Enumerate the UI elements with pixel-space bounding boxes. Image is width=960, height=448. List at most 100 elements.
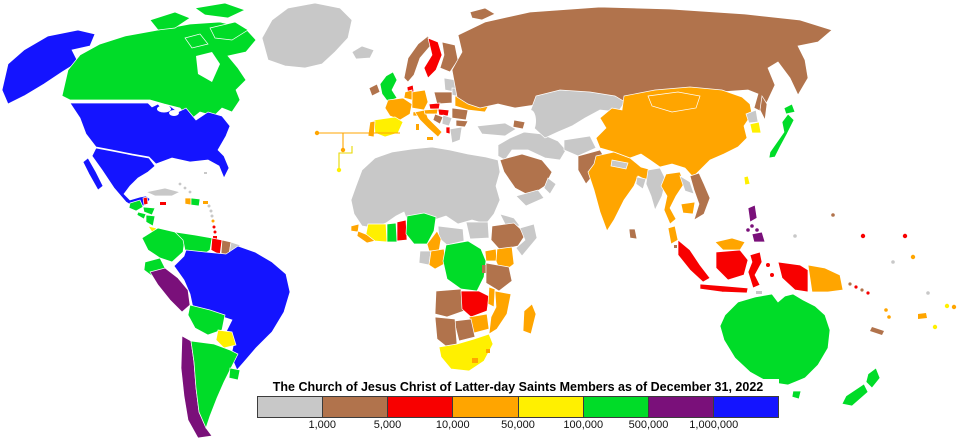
country-bangladesh <box>635 176 647 190</box>
country-uganda <box>484 248 498 262</box>
country-papua-new-guinea <box>807 264 844 293</box>
country-tonga <box>932 324 938 330</box>
country-rwanda-burundi <box>482 265 487 273</box>
country-colombia <box>141 227 186 263</box>
country-new-zealand <box>841 367 881 407</box>
bahamas-islands <box>178 182 192 194</box>
country-el-salvador <box>136 211 147 220</box>
country-namibia <box>434 316 458 348</box>
legend-label-10000: 10,000 <box>435 419 470 431</box>
country-myanmar <box>645 167 667 211</box>
country-jamaica <box>160 202 166 205</box>
country-trinidad-tobago <box>213 236 217 239</box>
atlantic-island-callouts <box>314 130 400 173</box>
country-guam <box>831 213 835 217</box>
country-new-caledonia <box>870 327 884 335</box>
country-france <box>384 97 413 121</box>
country-bolivia <box>187 304 226 336</box>
country-singapore <box>674 245 677 248</box>
country-belize <box>142 196 149 206</box>
country-greenland <box>261 2 353 69</box>
country-eswatini <box>486 349 490 353</box>
country-fiji <box>918 313 927 319</box>
country-laos <box>679 175 695 195</box>
country-lesotho <box>472 358 478 363</box>
country-palau <box>793 234 797 238</box>
country-sweden <box>423 37 443 79</box>
region-central-asia <box>529 89 626 139</box>
country-tasmania <box>791 390 802 400</box>
country-dominican-republic <box>190 197 201 207</box>
country-nigeria <box>405 212 437 245</box>
country-greece <box>449 126 463 144</box>
country-alaska <box>1 29 96 105</box>
country-china <box>595 86 753 178</box>
country-ireland <box>368 83 381 97</box>
country-svalbard <box>469 7 496 21</box>
country-czechia <box>428 102 441 110</box>
legend-swatch-50000 <box>518 397 584 417</box>
legend-label-500000: 500,000 <box>628 419 669 431</box>
country-haiti <box>184 197 192 206</box>
country-italy-sicily <box>427 137 433 140</box>
country-east-timor <box>756 291 762 294</box>
country-madagascar <box>522 303 537 335</box>
country-taiwan <box>743 175 751 186</box>
country-somalia <box>515 223 538 257</box>
legend-swatch-1000000 <box>713 397 778 417</box>
country-japan-hokkaido <box>783 103 796 115</box>
legend-swatch-10000 <box>453 397 519 417</box>
country-south-sudan <box>465 221 490 240</box>
country-spain <box>373 116 404 138</box>
country-puerto-rico <box>203 201 208 204</box>
country-caucasus <box>512 119 526 130</box>
legend-label-1000: 1,000 <box>308 419 337 431</box>
country-botswana <box>453 318 476 342</box>
country-portugal <box>367 120 376 138</box>
black-sea <box>473 112 501 124</box>
legend-color-bar <box>257 396 779 418</box>
legend-label-50000: 50,000 <box>501 419 535 431</box>
country-hungary <box>437 108 450 117</box>
country-india <box>587 151 658 232</box>
country-canadian-arctic <box>149 2 249 49</box>
hudson-bay <box>196 52 220 82</box>
country-japan <box>768 113 795 159</box>
country-malaysia-peninsula <box>667 225 679 245</box>
country-romania <box>451 107 469 121</box>
country-bosnia <box>432 113 444 125</box>
country-mexico <box>91 147 156 209</box>
legend-label-1000000: 1,000,000 <box>689 419 739 431</box>
country-mexico-baja <box>82 157 104 191</box>
country-dr-congo <box>442 240 487 292</box>
country-nicaragua <box>145 214 156 227</box>
country-zambia <box>460 290 490 318</box>
country-oman <box>543 177 557 195</box>
country-austria <box>423 108 439 115</box>
country-serbia <box>441 114 453 127</box>
great-lakes <box>157 105 171 113</box>
country-angola <box>434 288 465 318</box>
legend-swatch-500000 <box>648 397 714 417</box>
legend-swatch-1000 <box>323 397 389 417</box>
country-azores <box>314 130 320 136</box>
country-ghana <box>386 222 398 243</box>
country-cameroon <box>426 230 442 252</box>
legend-swatch-5000 <box>388 397 454 417</box>
country-malaysia-borneo <box>714 237 746 251</box>
country-nepal <box>610 159 629 170</box>
country-indonesia <box>677 239 809 294</box>
country-samoa <box>910 254 916 260</box>
country-sri-lanka <box>628 228 638 240</box>
legend-threshold-labels: 1,000 5,000 10,000 50,000 100,000 500,00… <box>257 419 779 434</box>
country-tanzania <box>485 262 513 292</box>
country-congo <box>428 248 447 270</box>
country-togo-benin <box>396 219 408 242</box>
country-united-kingdom <box>379 71 398 103</box>
lesser-antilles <box>207 204 217 234</box>
country-honduras <box>142 206 156 216</box>
country-malawi <box>487 286 496 308</box>
country-guatemala <box>128 199 144 212</box>
